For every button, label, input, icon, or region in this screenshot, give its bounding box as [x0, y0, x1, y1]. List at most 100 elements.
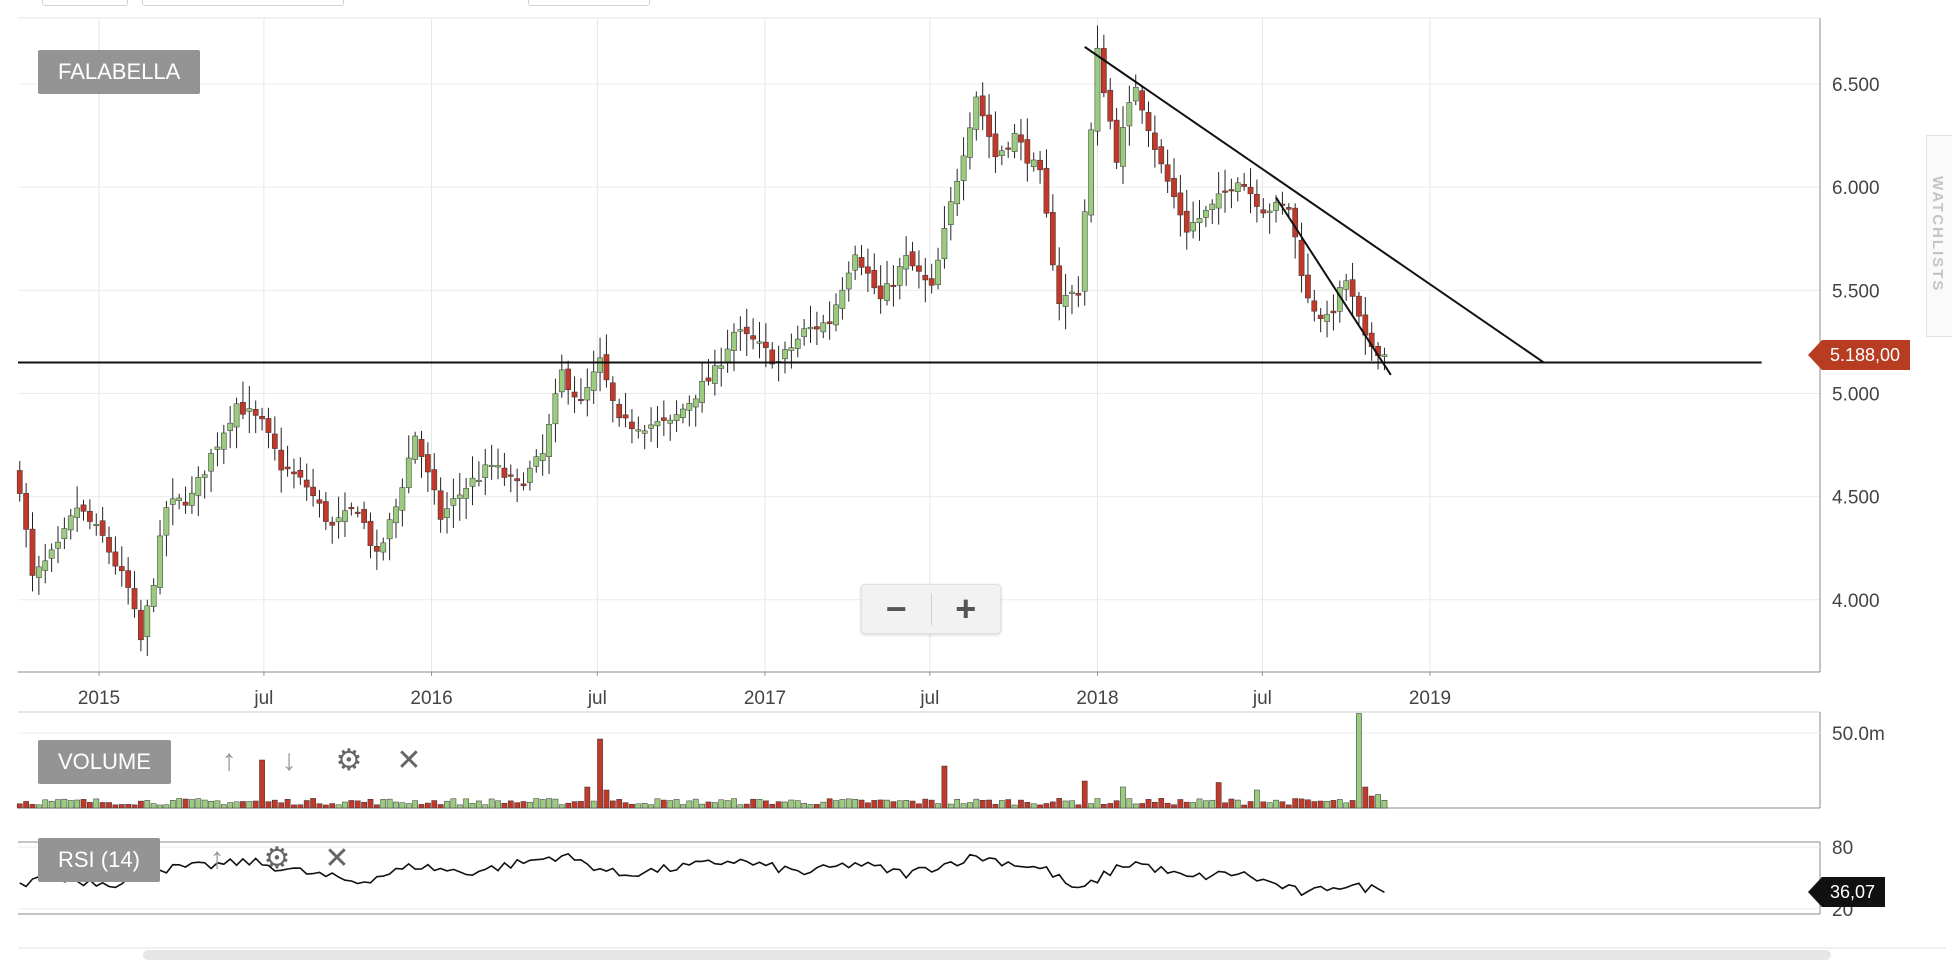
candle-body — [1139, 90, 1145, 111]
volume-bar — [1094, 798, 1101, 809]
volume-bar — [176, 798, 183, 809]
volume-bar — [820, 801, 827, 809]
candle-body — [1043, 167, 1050, 214]
candle-body — [476, 479, 482, 482]
candle-body — [227, 422, 234, 431]
volume-bar — [456, 804, 463, 809]
candle-body — [125, 570, 132, 588]
volume-bar — [1177, 799, 1184, 809]
toolbar-control[interactable] — [528, 0, 650, 6]
volume-bar — [361, 801, 367, 809]
volume-bar — [23, 801, 29, 809]
volume-bar — [520, 801, 527, 809]
candle-body — [947, 201, 954, 225]
volume-bar — [1139, 803, 1145, 809]
volume-bar — [450, 798, 457, 809]
candle-body — [756, 341, 763, 344]
volume-bars — [16, 713, 1388, 809]
candle-body — [1234, 182, 1241, 192]
candle-body — [450, 498, 457, 506]
volume-bar — [61, 798, 68, 809]
volume-bar — [246, 801, 253, 809]
toolbar-control[interactable] — [142, 0, 344, 6]
zoom-in-button[interactable]: + — [932, 585, 1001, 633]
candle-body — [507, 474, 514, 477]
volume-bar — [731, 798, 737, 809]
volume-bar — [845, 798, 852, 809]
volume-bar — [769, 803, 776, 809]
volume-bar — [201, 799, 208, 809]
volume-bar — [660, 799, 667, 809]
volume-bar — [1075, 804, 1082, 809]
volume-bar — [125, 804, 132, 809]
x-tick-label: jul — [1252, 688, 1272, 709]
volume-bar — [284, 798, 291, 809]
volume-bar — [1215, 782, 1222, 809]
candle-body — [565, 368, 572, 390]
candle-body — [80, 504, 87, 512]
volume-bar — [1254, 789, 1260, 809]
candle-body — [711, 365, 718, 384]
candle-body — [74, 507, 80, 518]
volume-bar — [667, 800, 674, 809]
arrow-up-icon[interactable]: ↑ — [221, 744, 237, 777]
volume-bar — [1349, 800, 1356, 809]
candle-body — [380, 542, 387, 553]
candle-body — [1113, 119, 1120, 163]
arrow-up-icon[interactable]: ↑ — [209, 842, 225, 875]
volume-bar — [501, 803, 508, 809]
volume-bar — [208, 801, 214, 809]
volume-bar — [941, 765, 948, 809]
candle-body — [724, 348, 731, 364]
candle-body — [731, 331, 737, 351]
candle-body — [699, 381, 705, 403]
volume-bar — [1324, 801, 1330, 809]
x-tick-label: jul — [253, 688, 273, 709]
candle-body — [310, 486, 316, 496]
volume-bar — [329, 803, 336, 809]
volume-bar — [1336, 799, 1343, 809]
candle-body — [979, 95, 986, 117]
volume-bar — [750, 798, 756, 809]
volume-bar — [858, 799, 865, 809]
volume-bar — [36, 804, 42, 809]
toolbar-control[interactable] — [42, 0, 128, 6]
gear-icon[interactable]: ⚙ — [263, 842, 291, 875]
horizontal-scrollbar[interactable] — [143, 950, 1831, 960]
volume-bar — [1088, 803, 1094, 809]
volume-bar — [310, 798, 316, 809]
arrow-down-icon[interactable]: ↓ — [281, 744, 297, 777]
volume-bar — [482, 804, 489, 809]
volume-bar — [42, 799, 49, 809]
zoom-out-button[interactable]: − — [862, 585, 931, 633]
candle-body — [1049, 212, 1056, 266]
volume-bar — [705, 801, 712, 809]
volume-bar — [271, 799, 278, 809]
candle-body — [1177, 192, 1184, 216]
volume-bar — [922, 798, 929, 809]
volume-bar — [533, 798, 540, 809]
candle-body — [1215, 193, 1222, 209]
candle-body — [131, 588, 138, 610]
volume-bar — [189, 799, 195, 809]
volume-bar — [603, 789, 610, 809]
candle-body — [1317, 314, 1324, 319]
watchlists-side-tab[interactable]: WATCHLISTS — [1926, 135, 1952, 337]
gear-icon[interactable]: ⚙ — [335, 744, 363, 777]
volume-bar — [788, 799, 795, 809]
volume-bar — [1311, 801, 1318, 809]
volume-bar — [1107, 803, 1114, 809]
volume-bar — [1305, 799, 1311, 809]
candle-body — [463, 488, 469, 499]
volume-bar — [259, 759, 265, 809]
trend-line-outer — [1084, 46, 1545, 364]
volume-bar — [1069, 800, 1075, 809]
candle-body — [1203, 209, 1209, 218]
volume-bar — [227, 802, 234, 809]
volume-bar — [801, 802, 807, 809]
close-icon[interactable]: ✕ — [324, 842, 350, 875]
candle-body — [826, 321, 833, 324]
volume-bar — [1362, 786, 1369, 809]
close-icon[interactable]: ✕ — [396, 744, 422, 777]
